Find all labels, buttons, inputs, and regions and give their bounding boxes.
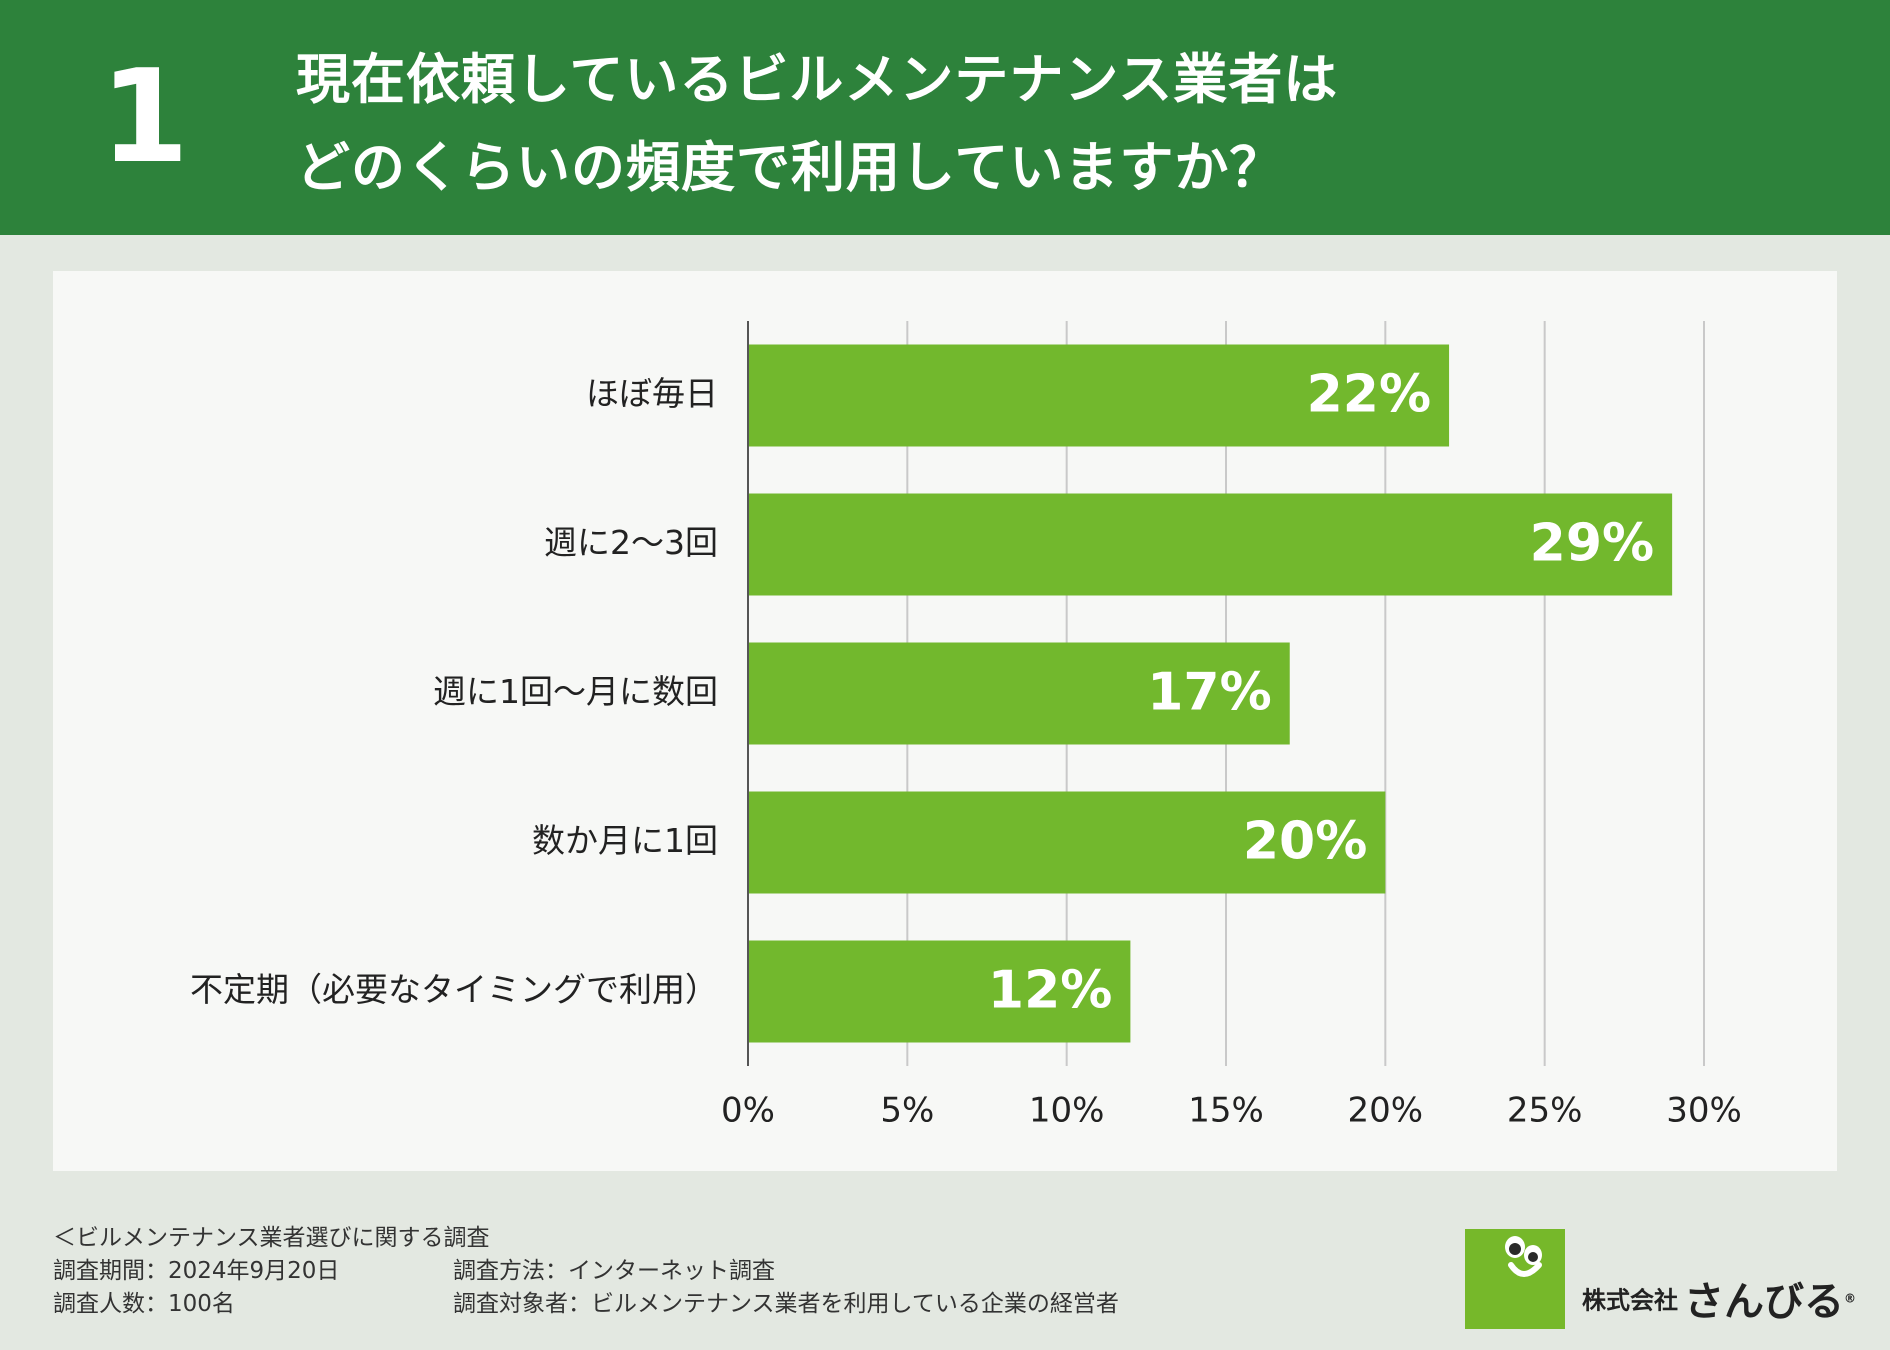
x-tick-label: 10% — [1029, 1091, 1105, 1131]
category-label: 不定期（必要なタイミングで利用） — [190, 970, 718, 1009]
header-banner: 1 現在依頼しているビルメンテナンス業者は どのくらいの頻度で利用していますか？ — [0, 0, 1890, 235]
bar — [748, 344, 1450, 447]
category-label: 週に1回〜月に数回 — [433, 672, 718, 711]
bar-chart: 22% ほぼ毎日 29% 週に2〜3回 17% 週に1回〜月に数回 20% 数か月に1回 12%… — [190, 321, 1742, 1131]
x-tick-label: 0% — [721, 1091, 775, 1131]
survey-period: 調査期間：2024年9月20日 — [53, 1258, 340, 1284]
bar — [748, 493, 1673, 596]
question-title-line-2: どのくらいの頻度で利用していますか？ — [296, 136, 1285, 199]
x-tick-label: 15% — [1188, 1091, 1264, 1131]
survey-title: ＜ビルメンテナンス業者選びに関する調査 — [53, 1225, 490, 1251]
logo-registered-mark: ® — [1844, 1291, 1856, 1306]
x-tick-label: 25% — [1507, 1091, 1583, 1131]
chart-panel: 22% ほぼ毎日 29% 週に2〜3回 17% 週に1回〜月に数回 20% 数か月に1回 12%… — [53, 271, 1837, 1171]
category-label: 週に2〜3回 — [544, 523, 718, 562]
bar-value-label: 17% — [1147, 663, 1271, 723]
question-title-line-1: 現在依頼しているビルメンテナンス業者は — [296, 48, 1339, 111]
bar — [748, 791, 1386, 894]
question-number: 1 — [100, 43, 190, 192]
question-title: 現在依頼しているビルメンテナンス業者は どのくらいの頻度で利用していますか？ — [296, 36, 1796, 212]
logo-wordmark: 株式会社 さんびる® — [1582, 1269, 1856, 1327]
bar-value-label: 20% — [1243, 812, 1367, 872]
bar-value-label: 22% — [1307, 365, 1431, 425]
logo-corp: 株式会社 — [1582, 1286, 1678, 1315]
x-tick-label: 5% — [880, 1091, 934, 1131]
logo-brand: さんびる — [1684, 1279, 1844, 1325]
survey-target: 調査対象者：ビルメンテナンス業者を利用している企業の経営者 — [453, 1291, 1119, 1317]
x-tick-label: 30% — [1666, 1091, 1742, 1131]
logo-face-icon — [1505, 1236, 1542, 1277]
bar-value-label: 29% — [1530, 514, 1654, 574]
bar-value-label: 12% — [988, 961, 1112, 1021]
survey-respondents: 調査人数：100名 — [53, 1291, 235, 1317]
logo-mark — [1465, 1229, 1565, 1329]
category-label: 数か月に1回 — [532, 821, 718, 860]
survey-method: 調査方法：インターネット調査 — [453, 1258, 775, 1284]
x-tick-label: 20% — [1348, 1091, 1424, 1131]
category-label: ほぼ毎日 — [586, 374, 718, 413]
company-logo: 株式会社 さんびる® — [1462, 1227, 1856, 1339]
bar — [748, 940, 1131, 1043]
bar — [748, 642, 1290, 745]
